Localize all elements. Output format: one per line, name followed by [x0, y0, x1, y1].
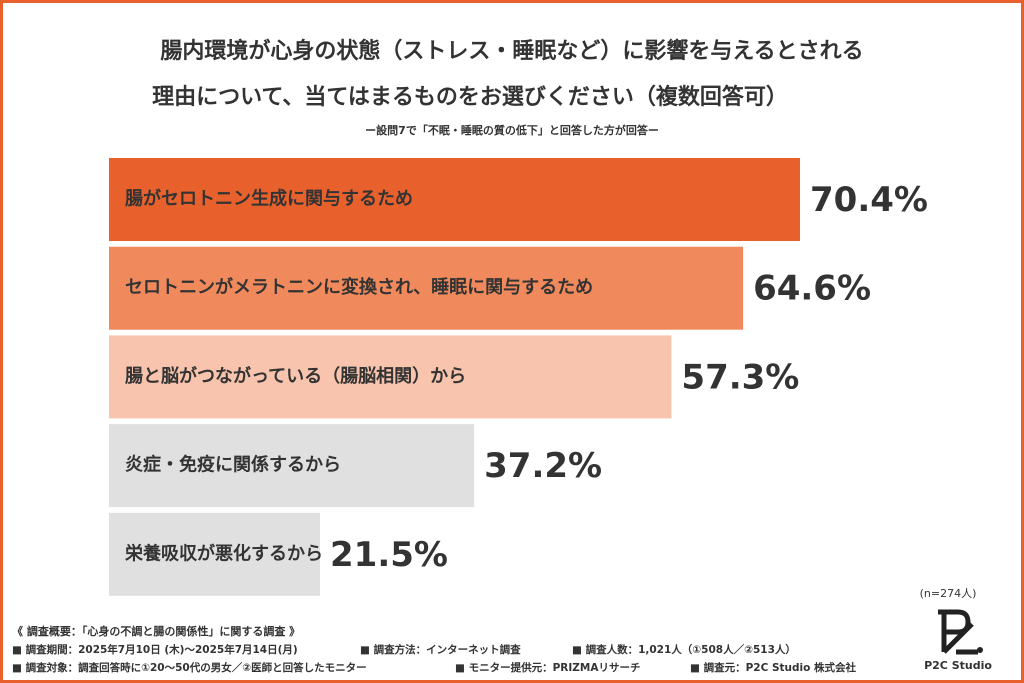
- value-label: 21.5%: [330, 535, 448, 575]
- subtitle: ー設問7で「不眠・睡眠の質の低下」と回答した方が回答ー: [365, 123, 659, 137]
- category-label: 腸がセロトニン生成に関与するため: [125, 188, 413, 210]
- note: (n=274人): [920, 587, 977, 600]
- logo-two: [941, 612, 978, 655]
- bar: [109, 246, 744, 330]
- value-label: 64.6%: [753, 269, 871, 309]
- category-label: セロトニンがメラトニンに変換され、睡眠に関与するため: [125, 276, 593, 298]
- bar: [109, 424, 475, 508]
- bar: [109, 335, 672, 419]
- survey-item: ■ 調査人数：1,021人（①508人／②513人）: [572, 643, 796, 656]
- survey-title: 《 調査概要：「心身の不調と腸の関係性」に関する調査 》: [12, 624, 300, 638]
- survey-item: ■ 調査方法：インターネット調査: [360, 643, 521, 656]
- chart-title: 理由について、当てはまるものをお選びください（複数回答可）: [152, 84, 788, 110]
- logo-dot: [977, 647, 983, 653]
- bar: [109, 158, 800, 241]
- category-label: 炎症・免疫に関係するから: [125, 454, 341, 476]
- survey-item: ■ 調査対象：調査回答時に①20〜50代の男女／②医師と回答したモニター: [12, 661, 367, 674]
- category-label: 腸と脳がつながっている（腸脳相関）から: [125, 365, 466, 387]
- logo-icon: [938, 609, 983, 655]
- value-label: 70.4%: [810, 180, 928, 220]
- value-label: 37.2%: [484, 446, 602, 486]
- survey-item: ■ 調査期間：2025年7月10日 (木)〜2025年7月14日(月): [12, 643, 298, 656]
- chart-title: 腸内環境が心身の状態（ストレス・睡眠など）に影響を与えるとされる: [160, 38, 863, 64]
- bar: [109, 512, 321, 596]
- category-label: 栄養吸収が悪化するから: [124, 542, 323, 564]
- survey-item: ■ モニター提供元：PRIZMAリサーチ: [455, 661, 640, 674]
- logo-text: P2C Studio: [924, 659, 992, 672]
- value-label: 57.3%: [681, 357, 799, 397]
- survey-item: ■ 調査元：P2C Studio 株式会社: [690, 661, 856, 674]
